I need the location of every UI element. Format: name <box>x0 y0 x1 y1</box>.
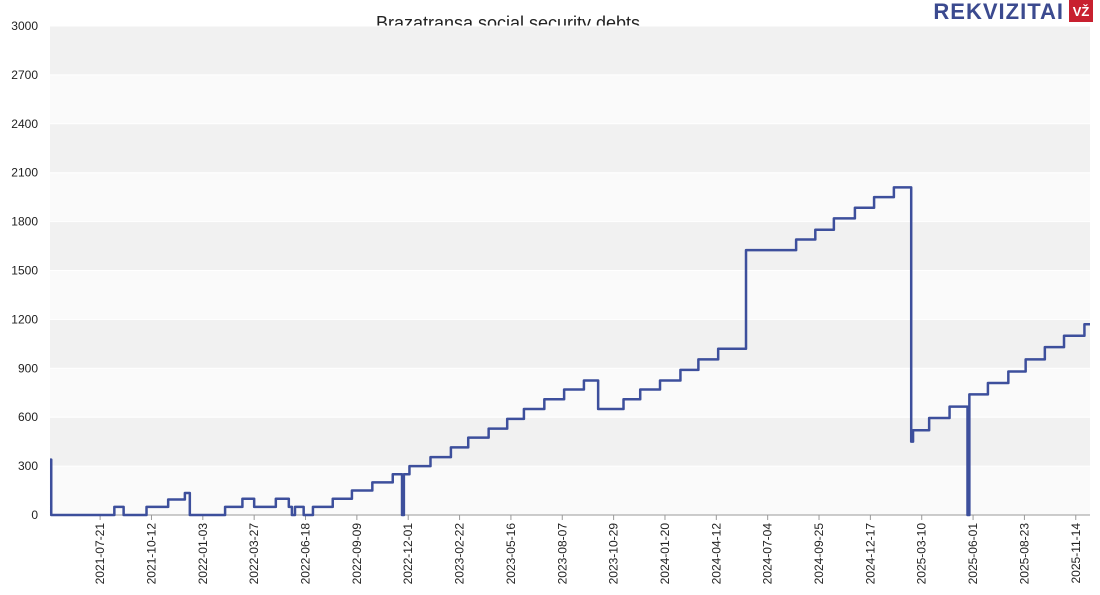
y-tick-label: 900 <box>18 361 38 375</box>
grid-band <box>50 74 1090 124</box>
plot-background <box>50 26 1090 515</box>
y-tick-label: 2400 <box>11 117 38 131</box>
y-tick-label: 300 <box>18 459 38 473</box>
grid-band <box>50 270 1090 320</box>
x-tick-label: 2021-07-21 <box>93 523 107 585</box>
x-tick-label: 2025-11-14 <box>1069 523 1083 584</box>
y-tick-label: 1500 <box>11 264 38 278</box>
x-tick-label: 2025-03-10 <box>915 523 929 585</box>
x-tick-label: 2024-04-12 <box>709 523 723 585</box>
x-tick-label: 2023-02-22 <box>453 523 467 585</box>
y-tick-label: 1200 <box>11 312 38 326</box>
x-tick-label: 2022-12-01 <box>401 523 415 585</box>
grid-band <box>50 123 1090 173</box>
grid-band <box>50 368 1090 418</box>
logo-badge: VŽ <box>1073 4 1090 19</box>
x-tick-label: 2023-05-16 <box>504 523 518 585</box>
x-tick-label: 2024-09-25 <box>812 523 826 585</box>
grid-band <box>50 417 1090 467</box>
grid-band <box>50 319 1090 369</box>
grid-band <box>50 221 1090 271</box>
x-tick-label: 2021-10-12 <box>144 523 158 585</box>
x-tick-label: 2025-08-23 <box>1017 523 1031 585</box>
x-tick-label: 2022-01-03 <box>196 523 210 585</box>
x-tick-label: 2023-08-07 <box>555 523 569 585</box>
grid-band <box>50 172 1090 222</box>
y-tick-label: 2100 <box>11 166 38 180</box>
y-tick-label: 2700 <box>11 68 38 82</box>
x-tick-label: 2023-10-29 <box>607 523 621 585</box>
x-tick-label: 2024-01-20 <box>658 523 672 585</box>
y-tick-label: 600 <box>18 410 38 424</box>
x-tick-label: 2022-06-18 <box>299 523 313 585</box>
y-tick-label: 3000 <box>11 19 38 33</box>
logo-badge-box <box>1069 0 1093 22</box>
x-tick-label: 2022-09-09 <box>350 523 364 585</box>
data-line <box>49 186 1090 517</box>
x-tick-label: 2024-07-04 <box>761 523 775 585</box>
x-tick-label: 2024-12-17 <box>863 523 877 585</box>
x-tick-label: 2022-03-27 <box>247 523 261 585</box>
grid-band <box>50 26 1090 75</box>
logo-text: REKVIZITAI <box>933 0 1064 24</box>
grid-band <box>50 466 1090 515</box>
x-tick-label: 2025-06-01 <box>966 523 980 585</box>
y-tick-label: 0 <box>31 508 38 522</box>
y-tick-label: 1800 <box>11 215 38 229</box>
